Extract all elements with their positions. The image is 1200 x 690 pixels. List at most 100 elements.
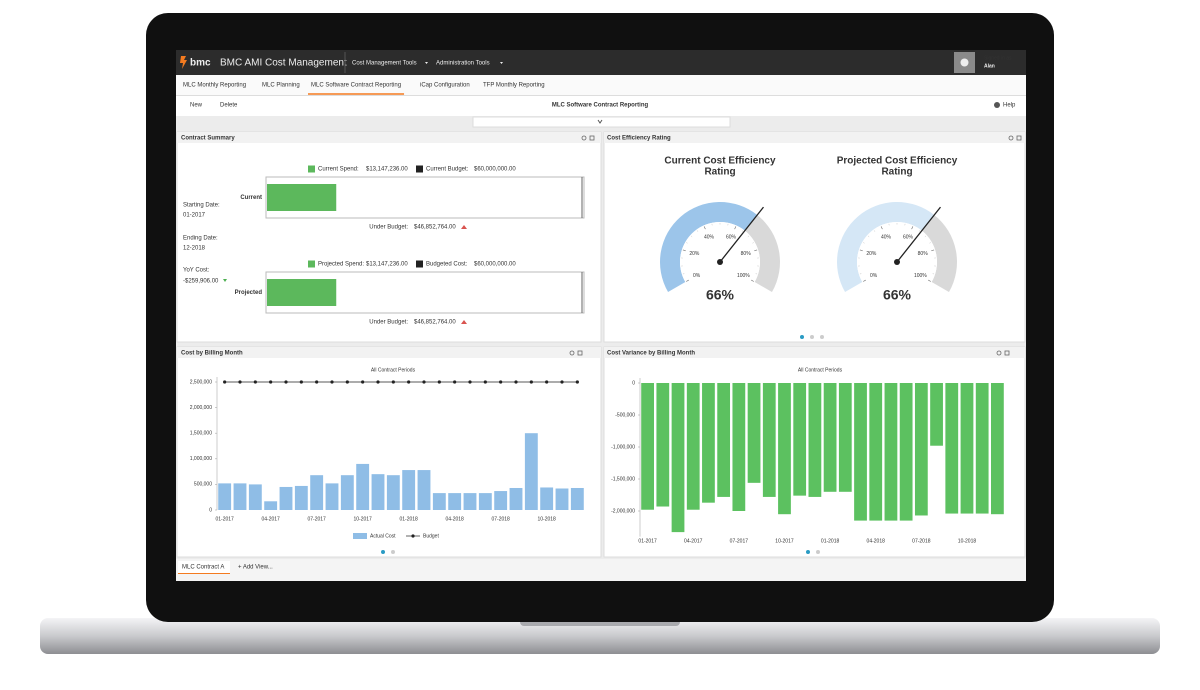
bar	[930, 383, 943, 446]
tab[interactable]: TFP Monthly Reporting	[483, 83, 545, 89]
bar	[540, 487, 554, 510]
spend-bar	[267, 184, 337, 211]
gauge-tick-label: 40%	[881, 235, 892, 241]
tabs: MLC Monthly Reporting MLC Planning MLC Sof…	[183, 83, 545, 89]
budget-point	[330, 380, 334, 384]
legend-label: Current Spend:	[318, 167, 359, 173]
y-tick-label: 1,000,000	[190, 456, 212, 462]
bar	[793, 383, 807, 496]
bar	[248, 484, 262, 510]
bar	[264, 501, 278, 510]
gauge-minor-tick	[704, 226, 705, 228]
panel-icon[interactable]	[1016, 135, 1022, 141]
menu[interactable]: Cost Management Tools	[352, 61, 417, 67]
legend-swatch	[353, 533, 367, 539]
gauge-tick-label: 80%	[918, 251, 929, 257]
bar	[340, 475, 354, 510]
trend-down-icon	[223, 279, 227, 282]
pager-dot[interactable]	[391, 550, 395, 554]
trend-up-icon	[461, 320, 467, 324]
panel-icon[interactable]	[581, 135, 587, 141]
caret	[425, 62, 428, 64]
delete-button[interactable]: Delete	[220, 103, 238, 109]
legend-value: $60,000,000.00	[474, 262, 516, 268]
x-tick-label: 01-2017	[638, 538, 657, 544]
summary-field: Starting Date:	[183, 203, 220, 209]
gauge-tick-label: 20%	[689, 251, 700, 257]
gauge-minor-tick	[924, 235, 927, 238]
legend-value: $13,147,236.00	[366, 167, 408, 173]
panel-icon[interactable]	[996, 350, 1002, 356]
user-glyph	[960, 58, 969, 67]
summary-field: -$259,906.00	[183, 279, 219, 285]
gauge-tick-label: 100%	[914, 273, 927, 279]
gauge-minor-tick	[881, 226, 882, 228]
row-label: Projected	[235, 290, 263, 296]
budget-point	[437, 380, 441, 384]
bar	[371, 474, 385, 510]
gauge-tick-label: 60%	[903, 235, 914, 241]
y-tick-label: -1,500,000	[611, 476, 635, 482]
pager-dot[interactable]	[820, 335, 824, 339]
pager-dot[interactable]	[381, 550, 385, 554]
bar	[717, 383, 731, 497]
pager-dot[interactable]	[806, 550, 810, 554]
under-label: Under Budget:	[369, 320, 408, 326]
bar	[991, 383, 1004, 515]
bar	[310, 475, 324, 510]
summary-field: 12-2018	[183, 246, 206, 252]
panel-icon[interactable]	[589, 135, 595, 141]
view-tab[interactable]	[178, 561, 230, 573]
pager-dot[interactable]	[800, 335, 804, 339]
summary-field: YoY Cost:	[183, 268, 210, 274]
pager-dot[interactable]	[810, 335, 814, 339]
budget-point	[560, 380, 564, 384]
summary-field: 01-2017	[183, 213, 206, 219]
bar	[233, 483, 247, 510]
under-value: $46,852,764.00	[414, 225, 456, 231]
bar	[402, 470, 416, 510]
panel-icon[interactable]	[1004, 350, 1010, 356]
spend-bar	[267, 279, 337, 306]
gauge-fill	[837, 201, 935, 292]
x-tick-label: 07-2018	[912, 538, 931, 544]
x-tick-label: 07-2017	[307, 516, 326, 522]
y-tick-label: -1,000,000	[611, 444, 635, 450]
panel-icon[interactable]	[569, 350, 575, 356]
legend-swatch	[411, 534, 415, 538]
bar	[325, 483, 339, 510]
gauge-tick-label: 80%	[741, 251, 752, 257]
legend-label: Budgeted Cost:	[426, 262, 468, 268]
gauge-minor-tick	[735, 226, 736, 228]
tab[interactable]: MLC Software Contract Reporting	[311, 83, 401, 89]
tab[interactable]: MLC Monthly Reporting	[183, 83, 246, 89]
x-tick-label: 10-2018	[958, 538, 977, 544]
bar	[899, 383, 913, 521]
tab[interactable]: MLC Planning	[262, 83, 300, 89]
bar	[432, 493, 446, 510]
x-tick-label: 04-2018	[867, 538, 886, 544]
bar	[869, 383, 883, 521]
menu[interactable]: Administration Tools	[436, 61, 490, 67]
new-button[interactable]: New	[190, 103, 203, 109]
help-link[interactable]: Help	[1003, 103, 1016, 109]
panel-icon[interactable]	[577, 350, 583, 356]
pager-dot[interactable]	[816, 550, 820, 554]
gauge-title: Projected Cost Efficiency	[837, 156, 958, 167]
legend-swatch	[416, 260, 423, 268]
gauge-minor-tick	[912, 226, 913, 228]
y-tick-label: 500,000	[194, 482, 212, 488]
add-view[interactable]: + Add View...	[238, 565, 273, 571]
x-tick-label: 10-2017	[775, 538, 794, 544]
panel-icon[interactable]	[1008, 135, 1014, 141]
tab[interactable]: iCap Configuration	[420, 83, 470, 89]
tab-bar	[176, 75, 1026, 95]
budget-point	[223, 380, 227, 384]
budget-point	[468, 380, 472, 384]
legend-swatch	[308, 260, 315, 268]
bar	[656, 383, 670, 507]
panel-title: Contract Summary	[181, 136, 235, 142]
collapse-bar[interactable]	[472, 116, 731, 128]
gauge-tick-label: 20%	[866, 251, 877, 257]
x-tick-label: 01-2018	[821, 538, 840, 544]
